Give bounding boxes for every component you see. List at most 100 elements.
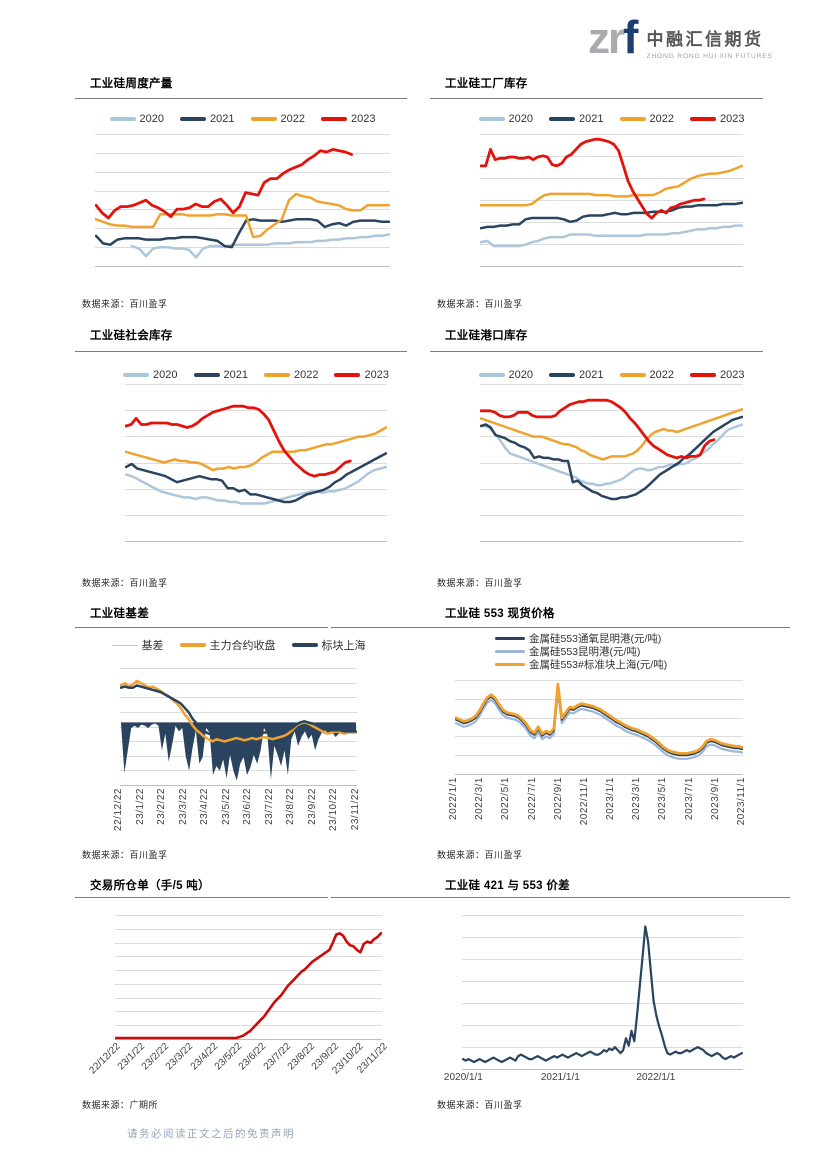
- x-axis-label: 23/11/22: [350, 788, 361, 831]
- chart-panel-factory-inventory: 工业硅工厂库存 2020 2021 2022 2023 数据来源：百川盈孚: [437, 76, 763, 310]
- legend-label: 2021: [579, 113, 604, 125]
- chart-panel-social-inventory: 工业硅社会库存 2020 2021 2022 2023 数据来源：百川盈孚: [82, 328, 408, 589]
- disclaimer-footer: 请务必阅读正文之后的免责声明: [127, 1128, 295, 1140]
- series-area-基差: [121, 722, 356, 781]
- logo-mark: zrf: [588, 14, 639, 61]
- legend-label: 金属硅553昆明港(元/吨): [529, 646, 641, 658]
- x-axis-labels: 22/12/22 23/1/22 23/2/22 23/3/22 23/4/22 23/5…: [113, 786, 361, 838]
- legend-item: 标块上海: [291, 637, 366, 653]
- legend-item: 2020: [123, 369, 178, 381]
- chart-plot: [462, 915, 743, 1070]
- x-axis-label: 23/10/22: [328, 788, 340, 831]
- x-axis-label: 2022/3/1: [474, 777, 486, 820]
- x-axis-label: 23/5/22: [220, 788, 232, 825]
- chart-plot: [120, 668, 357, 786]
- title-rule: [331, 897, 790, 898]
- legend-item: 2021: [180, 113, 235, 125]
- chart-panel-weekly-production: 工业硅周度产量 2020 2021 2022 2023 数据来源：百川盈孚: [82, 76, 408, 310]
- x-axis-label: 2022/11/1: [578, 777, 590, 826]
- x-axis-labels: 22/12/22 23/1/22 23/2/22 23/3/22 23/4/22 23/5…: [87, 1040, 389, 1090]
- x-axis-label: 23/7/22: [263, 788, 275, 825]
- series-line-2022: [480, 408, 743, 461]
- series-line-2023: [480, 398, 716, 460]
- legend-label: 金属硅553通氧昆明港(元/吨): [529, 633, 662, 645]
- legend-label: 2020: [508, 113, 534, 125]
- series-line-2023: [480, 137, 706, 220]
- series-line-2022: [125, 426, 387, 472]
- legend-item: 2023: [334, 369, 389, 381]
- series-line-2020: [480, 224, 743, 248]
- logo-f: f: [623, 11, 638, 63]
- data-source: 数据来源：百川盈孚: [82, 578, 168, 588]
- data-source: 数据来源：百川盈孚: [437, 578, 523, 588]
- series-line-2021: [125, 452, 387, 504]
- chart-plot: [455, 680, 743, 775]
- title-rule: [75, 351, 407, 352]
- legend-label: 2020: [139, 113, 165, 125]
- chart-title: 交易所仓单（手/5 吨）: [90, 880, 210, 892]
- logo-text: 中融汇信期货 ZHONG RONG HUI XIN FUTURES: [646, 25, 772, 60]
- legend-label: 2023: [364, 369, 389, 381]
- x-axis-label: 2022/7/1: [526, 777, 538, 820]
- x-axis-label: 23/2/22: [156, 788, 168, 825]
- legend-swatch: [689, 373, 716, 377]
- data-source: 数据来源：百川盈孚: [437, 1100, 523, 1110]
- x-axis-label: 2023/9/1: [709, 777, 721, 820]
- legend-item: 基差: [111, 637, 164, 653]
- legend-item: 2021: [549, 113, 604, 125]
- logo-zr: zr: [588, 14, 625, 63]
- x-axis-label: 2023/3/1: [631, 777, 643, 820]
- chart-legend: 2020 2021 2022 2023: [113, 366, 399, 384]
- series-line-金属硅553昆明港(元/吨): [455, 690, 743, 760]
- chart-legend: 2020 2021 2022 2023: [83, 110, 402, 128]
- legend-swatch: [320, 117, 347, 121]
- x-axis-label: 2022/5/1: [500, 777, 512, 820]
- series-line-2023: [95, 147, 354, 220]
- legend-item: 2023: [689, 113, 745, 125]
- chart-panel-basis: 工业硅基差 基差 主力合约收盘 标块上海 22/12/22 23/1/22 23/2/2…: [82, 606, 408, 861]
- x-axis-label: 22/12/22: [113, 788, 124, 831]
- x-axis-label: 2021/1/1: [540, 1072, 580, 1083]
- legend-swatch: [180, 117, 207, 121]
- legend-item: 2020: [478, 113, 534, 125]
- legend-item: 2022: [619, 369, 674, 381]
- series-line-2021: [480, 201, 743, 230]
- legend-item: 金属硅553#标准块上海(元/吨): [495, 658, 667, 671]
- legend-label: 2021: [579, 369, 604, 381]
- chart-title: 工业硅 421 与 553 价差: [445, 880, 570, 892]
- legend-item: 2021: [193, 369, 248, 381]
- legend-label: 金属硅553#标准块上海(元/吨): [529, 659, 668, 671]
- legend-label: 2021: [210, 113, 235, 125]
- chart-panel-warehouse-receipts: 交易所仓单（手/5 吨） 22/12/22 23/1/22 23/2/22 23/3/…: [82, 878, 408, 1111]
- data-source: 数据来源：百川盈孚: [437, 850, 523, 860]
- series-line-标块上海: [120, 684, 357, 736]
- x-axis-labels: 2022/1/1 2022/3/1 2022/5/1 2022/7/1 2022/9/1…: [448, 775, 747, 837]
- chart-plot: [480, 134, 743, 267]
- legend-label: 2022: [294, 369, 319, 381]
- x-axis-label: 2023/5/1: [657, 777, 669, 820]
- x-axis-label: 23/1/22: [134, 788, 146, 825]
- legend-label: 2023: [719, 113, 745, 125]
- legend-label: 2023: [350, 113, 376, 125]
- x-axis-label: 2023/1/1: [605, 777, 617, 820]
- legend-label: 基差: [141, 640, 164, 652]
- legend-item: 主力合约收盘: [179, 637, 276, 653]
- legend-swatch: [264, 373, 290, 377]
- company-name-en: ZHONG RONG HUI XIN FUTURES: [646, 53, 773, 60]
- series-line-2020: [130, 233, 390, 259]
- legend-swatch: [549, 373, 576, 377]
- chart-plot: [115, 915, 382, 1040]
- x-axis-label: 23/9/22: [306, 788, 318, 825]
- legend-swatch: [495, 637, 525, 640]
- legend-swatch: [619, 373, 646, 377]
- chart-legend: 2020 2021 2022 2023: [468, 110, 755, 128]
- company-logo: zrf 中融汇信期货 ZHONG RONG HUI XIN FUTURES: [588, 14, 773, 61]
- title-rule: [430, 98, 763, 99]
- chart-plot: [95, 134, 390, 267]
- legend-label: 2020: [153, 369, 178, 381]
- legend-item: 金属硅553昆明港(元/吨): [495, 645, 640, 658]
- legend-swatch: [689, 117, 716, 121]
- x-axis-label: 23/3/22: [177, 788, 189, 825]
- legend-label: 2021: [223, 369, 248, 381]
- legend-item: 2023: [320, 113, 376, 125]
